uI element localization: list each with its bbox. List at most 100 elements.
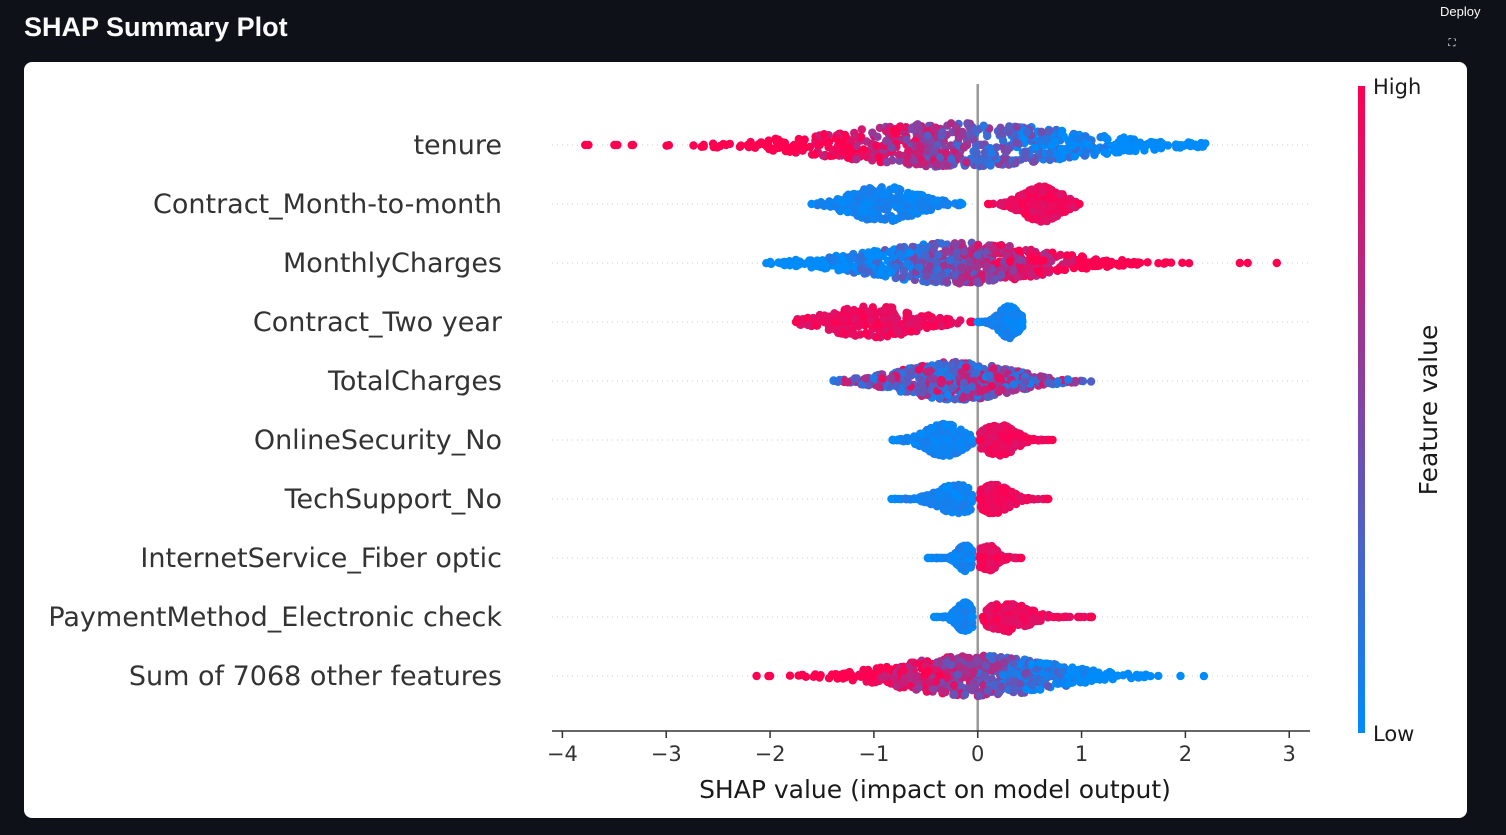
shap-point — [1045, 155, 1055, 165]
shap-point — [936, 379, 946, 388]
shap-point — [662, 141, 671, 150]
shap-point — [1272, 258, 1282, 268]
shap-point — [1043, 135, 1052, 144]
shap-point — [1073, 612, 1083, 622]
shap-point — [881, 126, 891, 136]
shap-point — [1070, 152, 1080, 161]
shap-point — [937, 322, 946, 331]
shap-point — [1243, 258, 1252, 268]
page-title: SHAP Summary Plot — [24, 12, 288, 42]
shap-point — [1022, 127, 1032, 137]
shap-point — [1235, 258, 1245, 268]
shap-point — [815, 141, 824, 150]
shap-point — [983, 392, 992, 402]
shap-point — [979, 121, 988, 130]
shap-point — [856, 264, 866, 274]
shap-point — [819, 130, 829, 139]
shap-point — [887, 494, 896, 504]
shap-point — [959, 143, 969, 152]
shap-point — [712, 143, 722, 152]
fullscreen-icon[interactable]: ⛶ — [1440, 32, 1464, 54]
shap-point — [1102, 256, 1111, 265]
shap-point — [762, 259, 771, 268]
shap-point — [925, 261, 934, 271]
shap-point — [1018, 317, 1027, 327]
shap-point — [1123, 258, 1132, 267]
shap-point — [941, 246, 951, 256]
shap-point — [888, 435, 897, 445]
shap-point — [1110, 146, 1119, 155]
shap-point — [928, 425, 938, 434]
shap-point — [901, 194, 910, 203]
shap-point — [906, 368, 915, 377]
shap-point — [959, 501, 968, 510]
shap-point — [1021, 153, 1030, 163]
shap-point — [1056, 197, 1065, 206]
shap-plot-card: tenure Contract_Month-to-month MonthlyChar… — [24, 62, 1467, 818]
shap-point — [995, 312, 1005, 321]
shap-point — [780, 138, 790, 147]
shap-point — [987, 148, 996, 157]
shap-point — [1057, 152, 1067, 162]
shap-point — [1050, 137, 1060, 147]
shap-point — [1171, 140, 1181, 149]
shap-point — [794, 134, 803, 144]
shap-point — [975, 435, 984, 445]
shap-point — [843, 207, 852, 217]
shap-point — [915, 263, 924, 272]
deploy-button[interactable]: Deploy — [1436, 2, 1484, 21]
shap-point — [803, 320, 813, 330]
shap-point — [1012, 273, 1021, 282]
shap-point — [1001, 626, 1011, 635]
shap-point — [930, 241, 939, 251]
shap-point — [975, 553, 984, 563]
shap-point — [887, 143, 896, 152]
shap-point — [1046, 612, 1056, 621]
shap-point — [988, 244, 998, 253]
shap-point — [1001, 500, 1011, 509]
shap-point — [902, 259, 912, 268]
shap-point — [903, 153, 912, 163]
shap-point — [1048, 435, 1057, 445]
shap-point — [983, 199, 993, 209]
shap-point — [913, 120, 922, 129]
shap-point — [1045, 148, 1055, 157]
shap-point — [952, 123, 961, 132]
shap-point — [1186, 139, 1196, 148]
shap-point — [975, 494, 984, 504]
shap-point — [1028, 157, 1038, 166]
shap-point — [944, 435, 953, 445]
shap-point — [772, 137, 781, 147]
shap-point — [1087, 612, 1097, 622]
shap-point — [973, 317, 982, 327]
shap-point — [1133, 258, 1142, 267]
shap-point — [923, 553, 933, 563]
shap-point — [996, 129, 1005, 139]
shap-point — [997, 484, 1006, 494]
shap-point — [867, 208, 877, 217]
shap-point — [947, 360, 956, 370]
shap-point — [1019, 606, 1029, 615]
shap-point — [1084, 140, 1093, 149]
shap-point — [935, 433, 945, 443]
shap-point — [1156, 137, 1165, 147]
shap-point — [1017, 190, 1027, 199]
shap-point — [845, 192, 854, 202]
shap-point — [736, 141, 746, 150]
shap-point — [920, 497, 929, 507]
shap-point — [832, 145, 841, 154]
shap-point — [1057, 144, 1066, 154]
shap-point — [843, 378, 852, 387]
shap-point — [958, 439, 967, 449]
shap-point — [929, 374, 938, 384]
shap-point — [1184, 259, 1194, 268]
shap-point — [992, 615, 1001, 624]
shap-point — [978, 426, 988, 435]
shap-point — [928, 498, 937, 508]
shap-point — [959, 378, 968, 388]
shap-point — [956, 425, 966, 434]
shap-point — [916, 375, 925, 384]
shap-point — [921, 251, 930, 260]
shap-point — [1102, 149, 1112, 158]
shap-point — [1032, 201, 1042, 210]
